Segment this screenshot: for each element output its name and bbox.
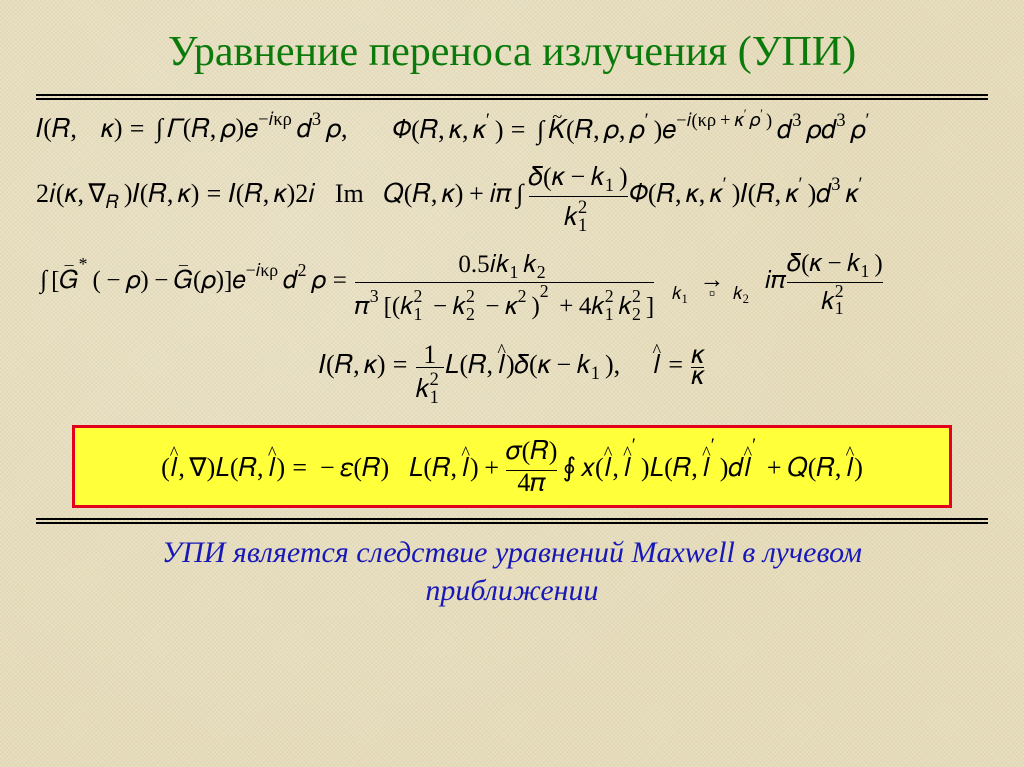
- equation-2: 2i(κ,∇R) I(R,κ) = I(R,κ) 2i Im Q(R,κ) +i…: [36, 167, 988, 231]
- boxed-equation: (l^,∇) L(R,l^) = −ε(R) L(R,l^) + σ(R) 4π…: [72, 425, 952, 509]
- equation-3: ∫ [ G¯*(−ρ) − G¯(ρ) ] e−iκρ d2ρ = 0.5ik1…: [36, 253, 988, 320]
- equation-4: I(R,κ) = 1k12 L(R,l^) δ(κ−k1), l^= κκ: [36, 342, 988, 403]
- page-title: Уравнение переноса излучения (УПИ): [36, 28, 988, 76]
- bottom-rule: [36, 518, 988, 524]
- top-rule: [36, 94, 988, 100]
- footer-note: УПИ является следствие уравнений Maxwell…: [76, 534, 948, 609]
- equation-1: I(R, κ) = ∫ Γ(R,ρ) e−iκρ d3ρ, Φ(R,κ,κ′) …: [36, 110, 988, 145]
